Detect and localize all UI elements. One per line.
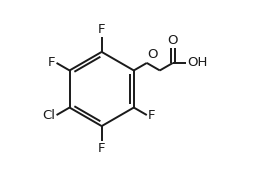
Text: O: O (148, 48, 158, 61)
Text: F: F (48, 56, 55, 69)
Text: O: O (167, 34, 178, 47)
Text: F: F (148, 109, 156, 122)
Text: F: F (98, 142, 105, 155)
Text: F: F (98, 23, 105, 36)
Text: Cl: Cl (42, 109, 55, 122)
Text: OH: OH (187, 56, 208, 69)
